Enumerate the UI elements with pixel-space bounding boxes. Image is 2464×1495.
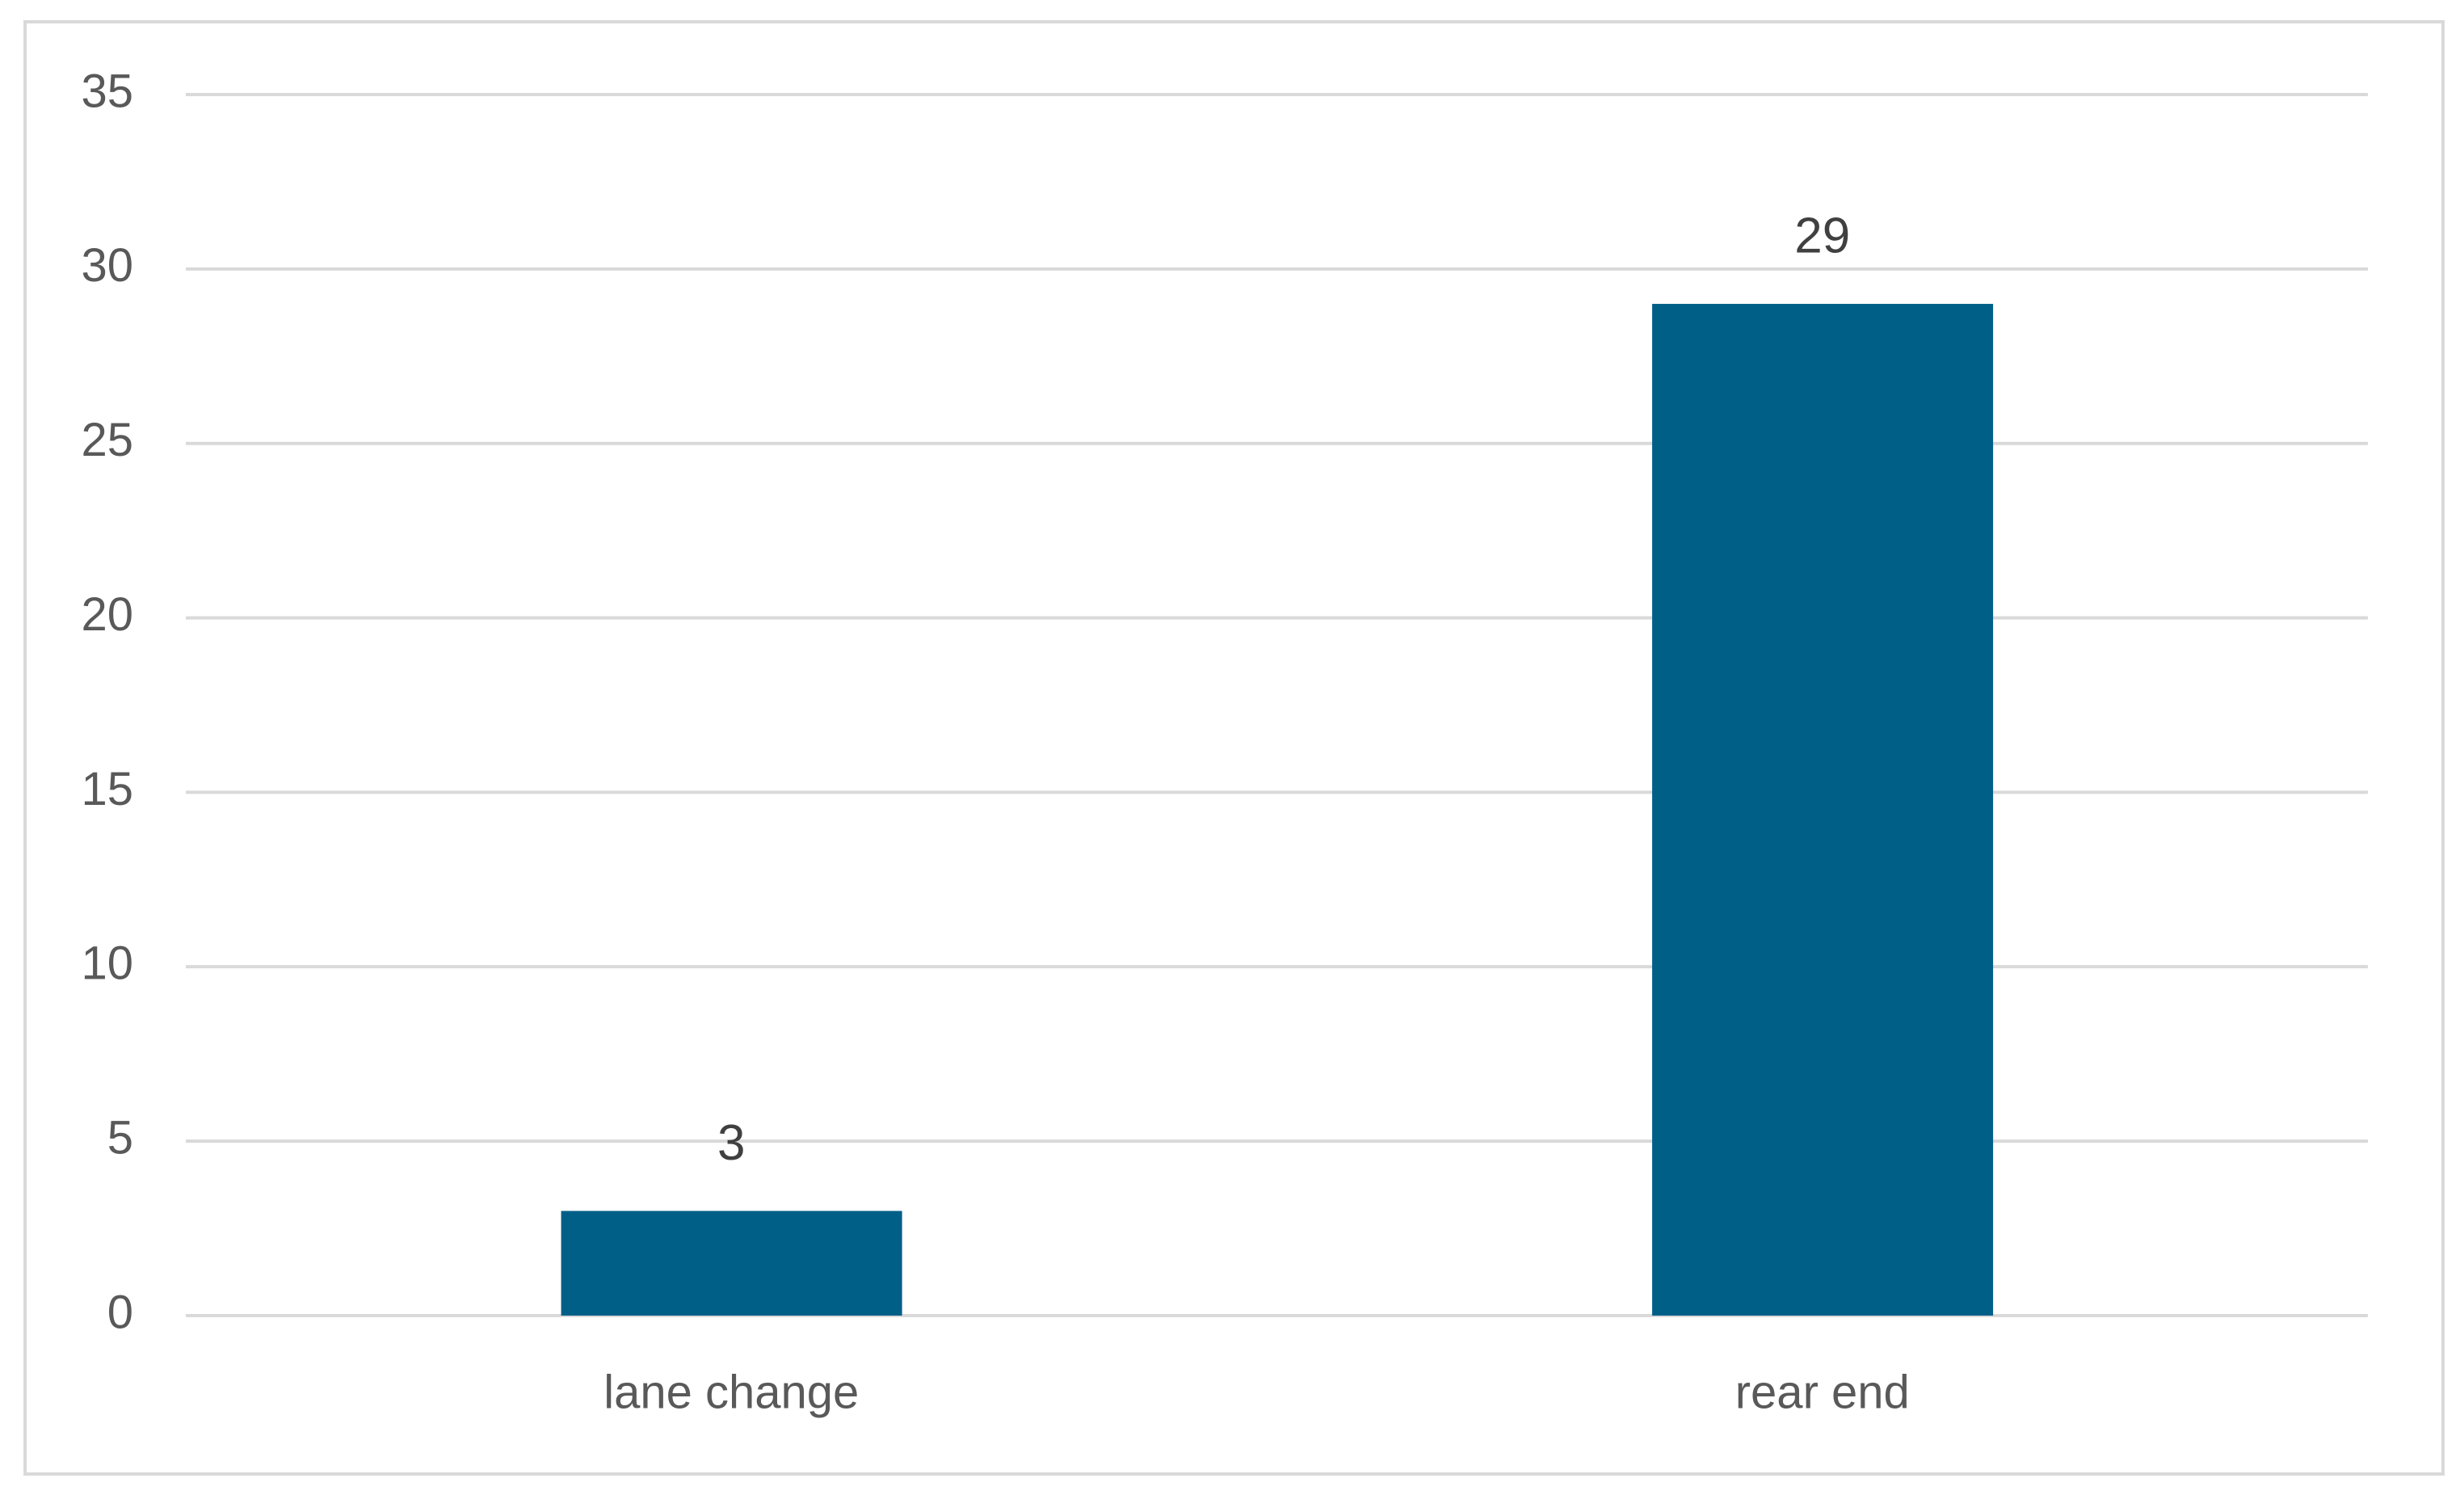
bar	[1652, 304, 1994, 1316]
data-label: 29	[1794, 208, 1850, 263]
y-tick-label: 10	[81, 937, 133, 990]
y-tick-label: 20	[81, 588, 133, 641]
x-tick-label: lane change	[603, 1366, 859, 1418]
y-tick-label: 25	[81, 414, 133, 466]
x-tick-label: rear end	[1735, 1366, 1910, 1418]
y-tick-label: 15	[81, 763, 133, 815]
y-tick-label: 35	[81, 65, 133, 117]
chart-border	[23, 20, 2445, 1476]
data-label: 3	[717, 1115, 745, 1171]
bar	[561, 1211, 902, 1316]
y-tick-label: 0	[107, 1286, 133, 1338]
y-tick-label: 5	[107, 1111, 133, 1164]
y-tick-label: 30	[81, 239, 133, 292]
